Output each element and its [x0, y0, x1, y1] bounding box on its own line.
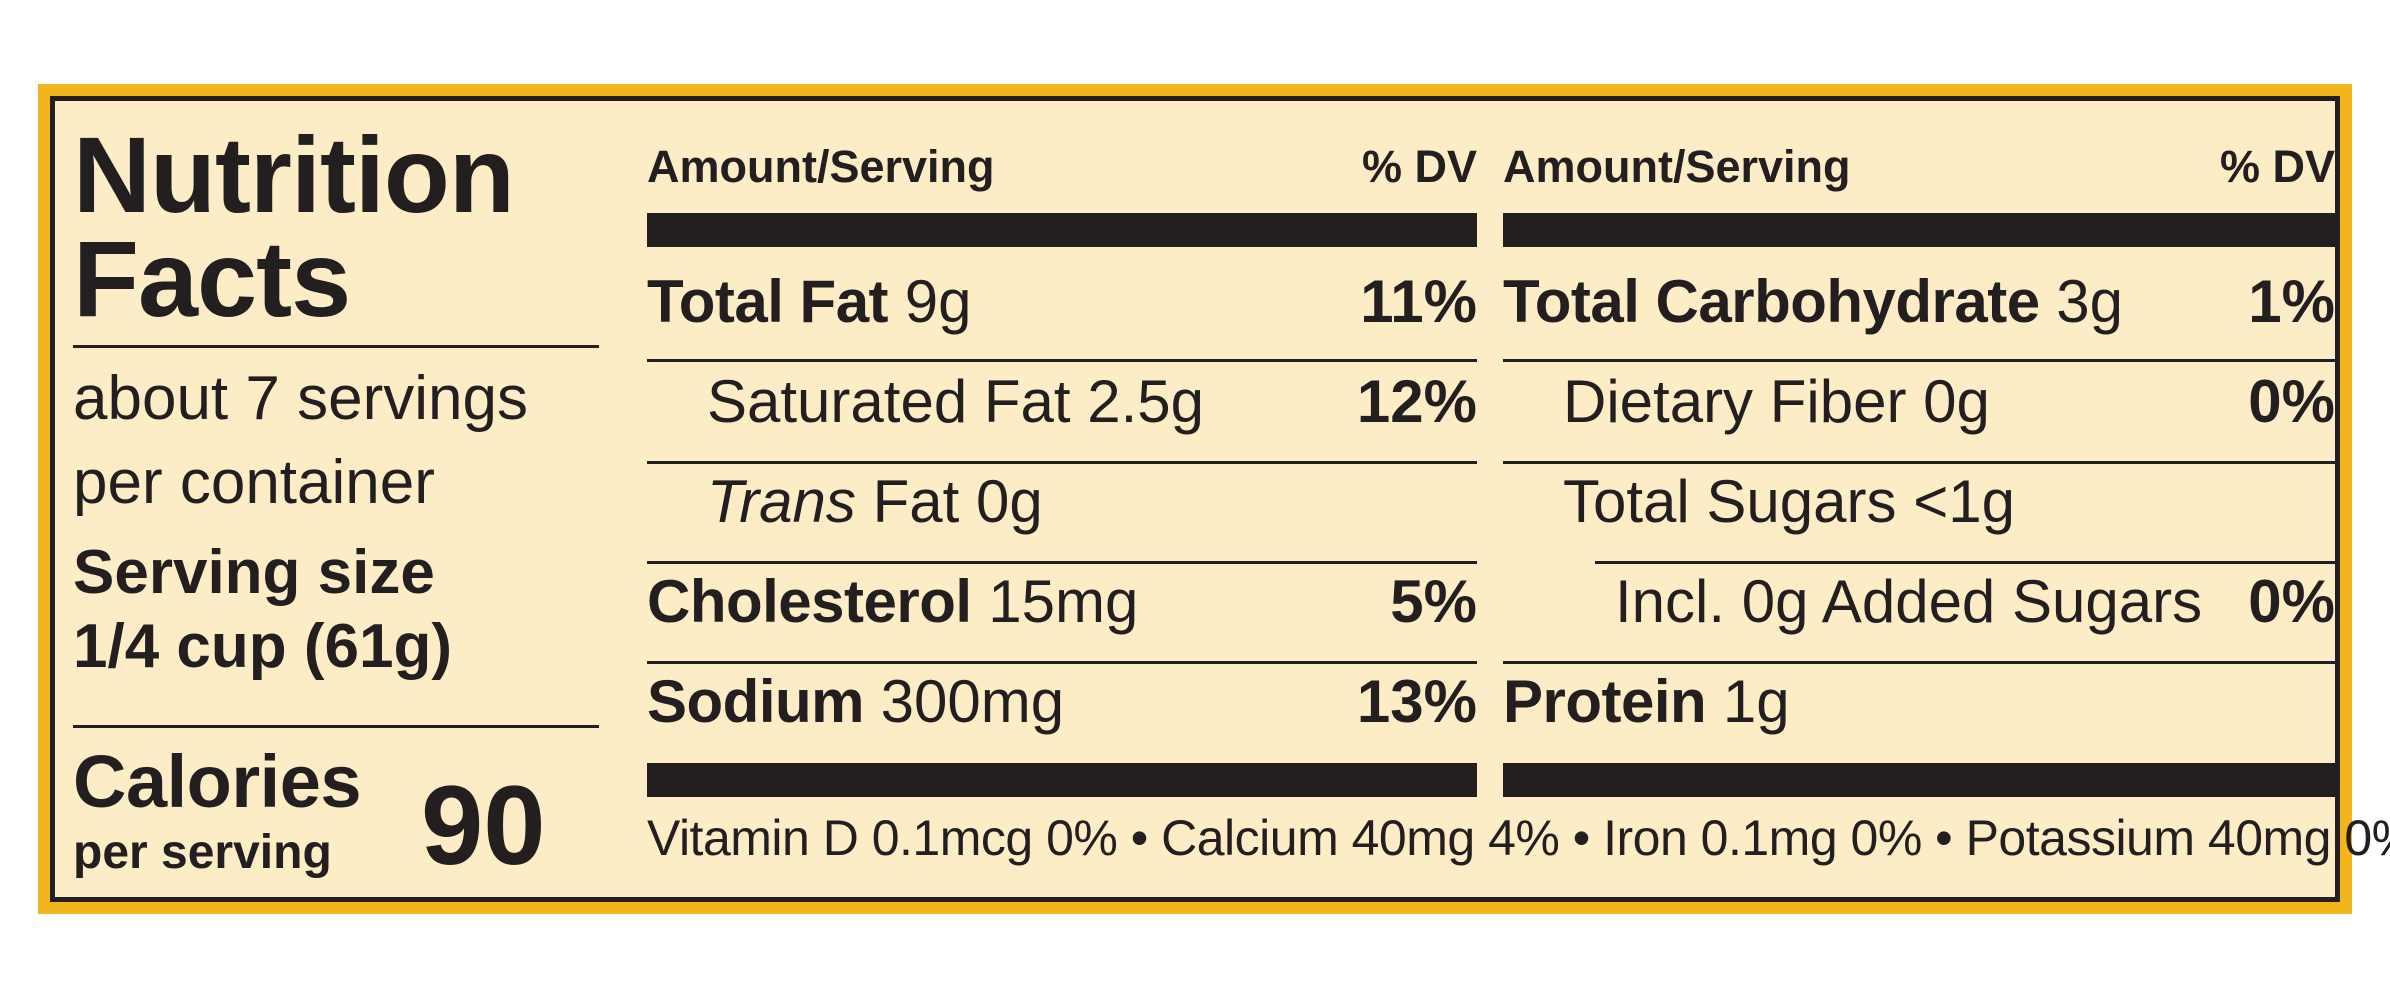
- title-divider: [73, 345, 599, 348]
- left-header-amount: Amount/Serving: [647, 141, 995, 192]
- nutrient-total-sugars: Total Sugars <1g: [1563, 468, 2015, 535]
- row-divider: [1595, 561, 2335, 564]
- left-footer-bar: [647, 763, 1477, 797]
- dv-sodium: 13%: [1356, 668, 1477, 735]
- nutrient-trans-fat: Trans Fat 0g: [707, 468, 1043, 535]
- servings-line-2: per container: [73, 448, 435, 517]
- nutrition-label: Nutrition Facts about 7 servings per con…: [38, 84, 2390, 914]
- calories-label: Calories: [73, 740, 362, 823]
- nutrient-saturated-fat: Saturated Fat 2.5g: [707, 368, 1204, 435]
- title-line-1: Nutrition: [73, 114, 515, 235]
- row-divider: [647, 561, 1477, 564]
- calories-value: 90: [421, 763, 546, 888]
- row-divider: [1503, 661, 2335, 664]
- dv-added-sugars: 0%: [2248, 568, 2335, 635]
- dv-saturated-fat: 12%: [1356, 368, 1477, 435]
- left-header-dv: % DV: [1361, 141, 1477, 192]
- nutrition-panel: Nutrition Facts about 7 servings per con…: [50, 96, 2390, 902]
- right-header-dv: % DV: [2219, 141, 2335, 192]
- right-footer-bar: [1503, 763, 2335, 797]
- dv-cholesterol: 5%: [1390, 568, 1477, 635]
- nutrient-total-fat: Total Fat 9g: [647, 268, 972, 335]
- row-divider: [647, 359, 1477, 362]
- servings-line-1: about 7 servings: [73, 364, 528, 433]
- nutrient-added-sugars: Incl. 0g Added Sugars: [1615, 568, 2203, 635]
- nutrient-total-carbohydrate: Total Carbohydrate 3g: [1503, 268, 2124, 335]
- serving-size-value: 1/4 cup (61g): [73, 612, 452, 681]
- left-header-bar: [647, 213, 1477, 247]
- nutrient-dietary-fiber: Dietary Fiber 0g: [1563, 368, 1990, 435]
- calories-sublabel: per serving: [73, 826, 332, 879]
- right-header-bar: [1503, 213, 2335, 247]
- nutrient-protein: Protein 1g: [1503, 668, 1790, 735]
- vitamins-minerals: Vitamin D 0.1mcg 0% • Calcium 40mg 4% • …: [647, 810, 2390, 866]
- right-header-amount: Amount/Serving: [1503, 141, 1851, 192]
- nutrient-sodium: Sodium 300mg: [647, 668, 1065, 735]
- dv-total-carbohydrate: 1%: [2248, 268, 2335, 335]
- serving-divider: [73, 725, 599, 728]
- serving-size-label: Serving size: [73, 538, 435, 607]
- nutrient-cholesterol: Cholesterol 15mg: [647, 568, 1139, 635]
- row-divider: [1503, 359, 2335, 362]
- dv-total-fat: 11%: [1360, 268, 1477, 335]
- row-divider: [1503, 461, 2335, 464]
- dv-dietary-fiber: 0%: [2248, 368, 2335, 435]
- row-divider: [647, 661, 1477, 664]
- title-line-2: Facts: [73, 218, 351, 339]
- row-divider: [647, 461, 1477, 464]
